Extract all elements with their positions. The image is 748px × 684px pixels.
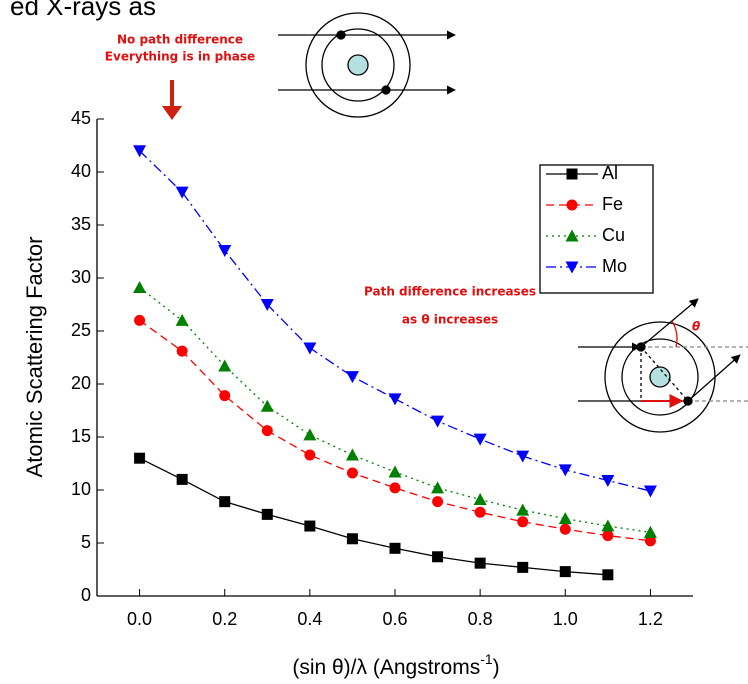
red-arrow [162,80,182,120]
marker [473,493,487,506]
legend-label: Mo [602,256,627,276]
x-axis-title-main: (sin θ)/λ (Angstroms [292,656,480,679]
series-line [139,287,651,534]
marker [260,299,274,311]
marker [431,415,445,428]
y-tick-label: 5 [81,532,91,552]
x-tick-label: 0.0 [127,609,152,629]
x-axis-title-end: ) [493,656,500,679]
y-tick-label: 25 [71,320,91,340]
marker [219,390,231,402]
marker [643,525,657,538]
marker [431,481,445,494]
y-tick-label: 35 [71,214,91,234]
marker [559,523,571,535]
series-line [139,319,651,542]
marker [389,482,401,494]
y-tick-label: 15 [71,426,91,446]
marker [602,569,614,581]
marker [134,314,146,326]
y-tick-label: 45 [71,108,91,128]
marker [389,542,401,554]
legend-label: Al [602,163,618,183]
marker [474,557,486,569]
marker [345,448,359,461]
marker [303,428,317,441]
annotation: Everything is in phase [105,50,255,64]
x-tick-label: 1.0 [553,609,578,629]
marker [346,467,358,479]
marker [304,449,316,461]
y-axis-title: Atomic Scattering Factor [22,237,47,478]
marker [261,508,273,520]
legend-label: Fe [602,194,623,214]
marker [432,496,444,508]
marker [565,261,579,274]
marker [517,561,529,573]
marker [474,506,486,518]
marker [602,530,614,542]
marker [218,359,232,372]
marker [558,464,572,477]
x-axis-title-sup: -1 [480,651,493,667]
y-tick-label: 40 [71,161,91,181]
y-tick-label: 0 [81,585,91,605]
x-tick-label: 0.4 [297,609,322,629]
marker [303,342,317,355]
marker [175,313,189,326]
legend-label: Cu [602,225,625,245]
marker [388,393,402,406]
marker [473,433,487,446]
marker [516,450,530,463]
marker [304,520,316,532]
marker [388,465,402,478]
marker [218,244,232,257]
marker [643,485,657,498]
marker [432,551,444,563]
annotation: as θ increases [402,313,498,327]
marker [346,533,358,545]
annotation: No path difference [117,33,243,47]
marker [219,496,231,508]
marker [260,399,274,412]
heading-fragment: ed X-rays as [10,0,156,21]
marker [601,474,615,487]
marker [601,519,615,532]
marker [261,425,273,437]
atom-diagram-right [578,298,748,433]
marker [176,473,188,485]
series-line [139,457,608,576]
y-tick-label: 30 [71,267,91,287]
marker [566,199,578,211]
marker [516,503,530,516]
theta-label: θ [692,320,700,334]
marker [644,535,656,547]
y-tick-label: 20 [71,373,91,393]
marker [134,452,146,464]
x-tick-label: 0.8 [468,609,493,629]
marker [517,516,529,528]
x-tick-label: 1.2 [638,609,663,629]
y-tick-label: 10 [71,479,91,499]
marker [565,229,579,242]
marker [175,186,189,199]
marker [559,566,571,578]
marker [176,345,188,357]
x-tick-label: 0.2 [212,609,237,629]
marker [566,168,578,180]
x-tick-label: 0.6 [382,609,407,629]
marker [558,512,572,525]
legend-box [539,164,654,294]
marker [133,281,147,294]
atom-diagram-top [278,12,456,118]
annotation: Path difference increases [364,285,536,299]
marker [345,371,359,384]
marker [133,145,147,158]
x-axis-title: (sin θ)/λ (Angstroms-1) [292,651,499,679]
